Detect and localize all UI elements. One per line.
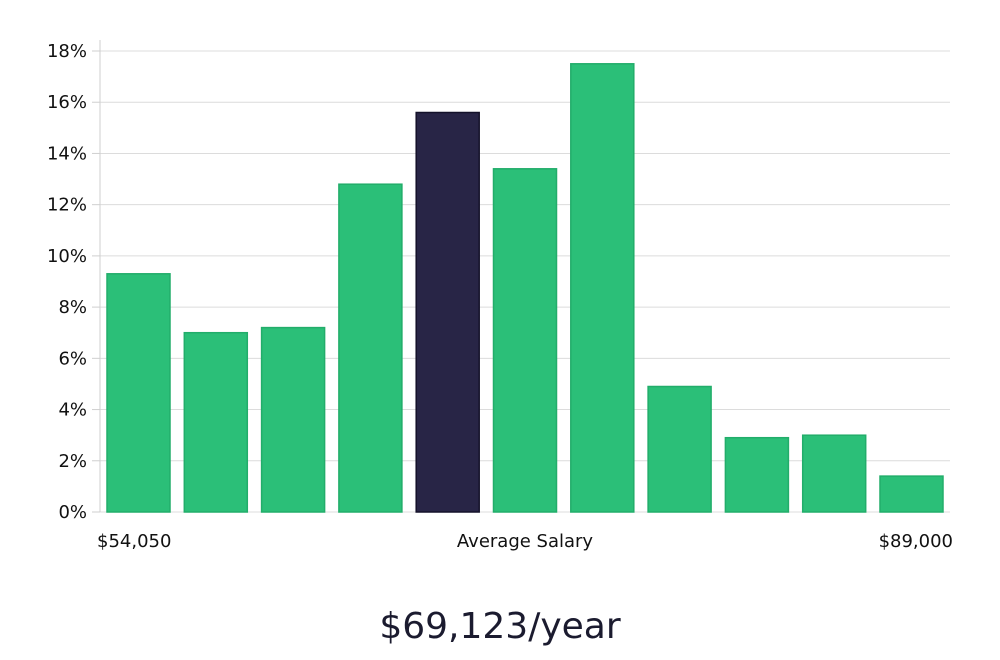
x-max-label: $89,000 (879, 531, 953, 552)
y-tick-label: 16% (47, 92, 87, 113)
y-tick-label: 0% (58, 502, 87, 523)
bar-6 (492, 168, 558, 513)
y-tick-label: 12% (47, 195, 87, 216)
y-tick-label: 8% (58, 297, 87, 318)
y-tick-label: 6% (58, 348, 87, 369)
y-tick-label: 18% (47, 41, 87, 62)
y-tick-label: 4% (58, 400, 87, 421)
bar-3 (260, 326, 326, 513)
bar-1 (106, 273, 171, 513)
bar-10 (801, 434, 867, 513)
bar-9 (724, 436, 790, 513)
bars (106, 63, 944, 513)
x-min-label: $54,050 (97, 531, 171, 552)
bar-11 (879, 475, 944, 513)
bar-2 (183, 331, 249, 513)
bar-average-salary (415, 111, 480, 513)
x-center-label: Average Salary (457, 531, 594, 552)
bar-4 (338, 183, 403, 513)
y-tick-label: 10% (47, 246, 87, 267)
y-tick-label: 14% (47, 143, 87, 164)
y-tick-label: 2% (58, 451, 87, 472)
y-axis-ticks: 0% 2% 4% 6% 8% 10% 12% 14% 16% 18% (47, 41, 100, 523)
bar-7 (570, 63, 635, 513)
average-salary-value: $69,123/year (379, 606, 621, 647)
bar-8 (647, 385, 712, 513)
